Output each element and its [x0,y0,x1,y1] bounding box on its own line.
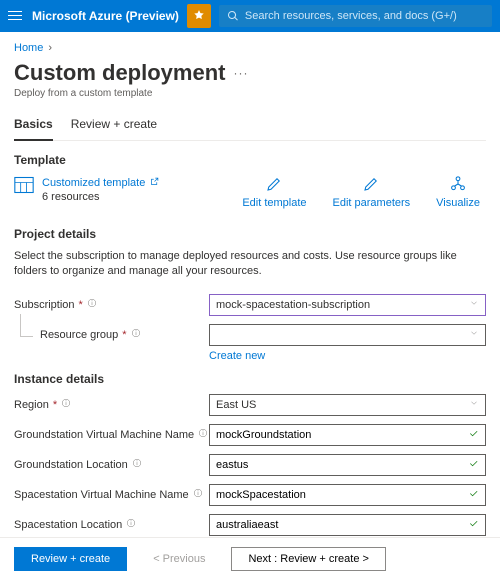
previous-button[interactable]: < Previous [137,547,221,571]
tab-review-create[interactable]: Review + create [71,117,157,140]
info-icon[interactable] [198,428,208,441]
search-icon [227,10,239,22]
gs-vm-name-label: Groundstation Virtual Machine Name [14,428,209,441]
breadcrumb: Home › [14,42,486,54]
template-icon [14,175,34,195]
check-icon [468,428,479,442]
tab-bar: Basics Review + create [14,117,486,141]
instance-details-heading: Instance details [14,372,486,386]
check-icon [468,518,479,532]
search-input[interactable] [245,10,484,22]
next-button[interactable]: Next : Review + create > [231,547,385,571]
template-resource-count: 6 resources [42,191,99,203]
info-icon[interactable] [87,298,97,311]
check-icon [468,458,479,472]
ss-location-label: Spacestation Location [14,518,209,531]
gs-location-label: Groundstation Location [14,458,209,471]
customized-template-link[interactable]: Customized template [42,177,159,189]
chevron-down-icon [469,298,479,311]
visualize-button[interactable]: Visualize [436,175,480,209]
region-select[interactable]: East US [209,394,486,416]
edit-template-button[interactable]: Edit template [242,175,306,209]
project-details-heading: Project details [14,227,486,241]
info-icon[interactable] [132,458,142,471]
chevron-right-icon: › [48,42,52,54]
info-icon[interactable] [193,488,203,501]
ss-vm-name-input[interactable] [209,484,486,506]
global-search[interactable] [219,5,492,27]
subscription-select[interactable]: mock-spacestation-subscription [209,294,486,316]
gs-location-input[interactable] [209,454,486,476]
breadcrumb-home[interactable]: Home [14,42,43,54]
template-heading: Template [14,153,486,167]
project-details-description: Select the subscription to manage deploy… [14,249,486,280]
info-icon[interactable] [126,518,136,531]
ss-vm-name-label: Spacestation Virtual Machine Name [14,488,209,501]
pencil-icon [265,175,283,193]
preview-icon[interactable] [187,4,211,28]
review-create-button[interactable]: Review + create [14,547,127,571]
info-icon[interactable] [131,328,141,341]
tab-basics[interactable]: Basics [14,117,53,141]
check-icon [468,488,479,502]
more-actions-button[interactable]: ··· [233,66,248,80]
edit-parameters-button[interactable]: Edit parameters [333,175,411,209]
create-new-resource-group-link[interactable]: Create new [209,350,486,362]
chevron-down-icon [469,328,479,341]
ss-location-input[interactable] [209,514,486,536]
menu-button[interactable] [8,8,24,24]
resource-group-label: Resource group* [14,328,209,341]
page-title: Custom deployment [14,60,225,86]
subscription-label: Subscription* [14,298,209,311]
resource-group-select[interactable] [209,324,486,346]
region-label: Region* [14,398,209,411]
visualize-icon [449,175,467,193]
brand-label: Microsoft Azure (Preview) [32,9,179,23]
pencil-icon [362,175,380,193]
gs-vm-name-input[interactable] [209,424,486,446]
chevron-down-icon [469,398,479,411]
info-icon[interactable] [61,398,71,411]
external-link-icon [150,177,159,186]
page-subtitle: Deploy from a custom template [14,88,486,99]
